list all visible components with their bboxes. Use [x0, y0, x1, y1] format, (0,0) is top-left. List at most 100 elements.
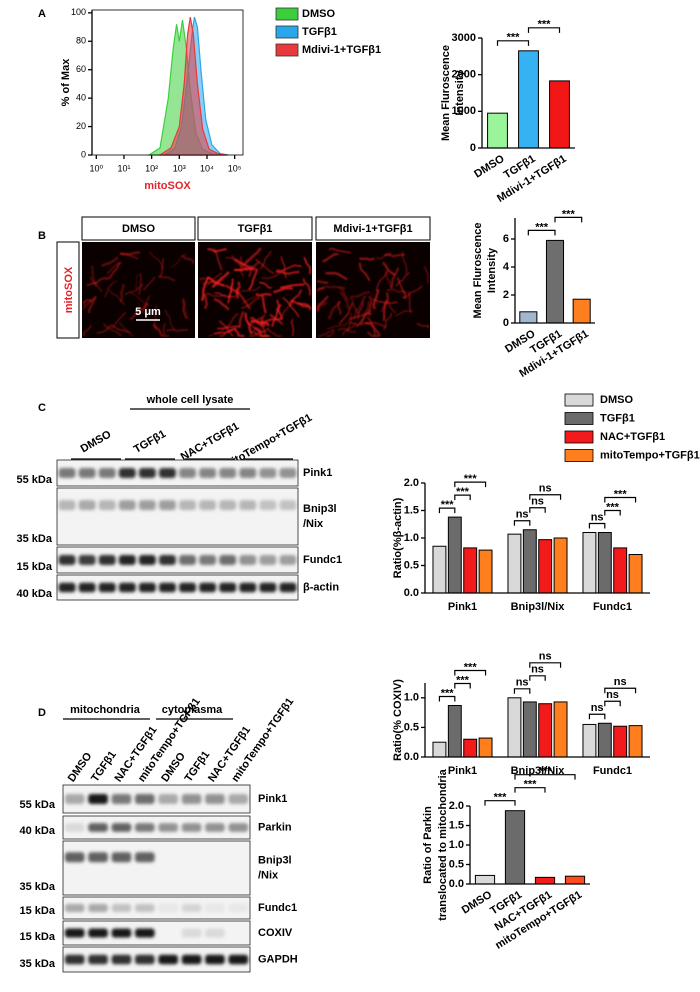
bar	[463, 547, 478, 594]
significance-label: ns	[539, 651, 552, 663]
bar	[518, 50, 539, 149]
y-tick-label: 3000	[452, 32, 476, 44]
blot-band	[88, 794, 108, 804]
blot-band	[111, 794, 132, 804]
cell-stroke	[373, 298, 398, 304]
cell-stroke	[317, 301, 328, 312]
y-axis-title: Ratio(%β-actin)	[392, 497, 404, 578]
cell-stroke	[261, 295, 267, 314]
cell-stroke	[303, 257, 311, 275]
scale-bar-label: 5 μm	[135, 306, 161, 318]
cell-stroke	[249, 327, 269, 337]
blot-band	[78, 582, 96, 593]
cell-stroke	[137, 272, 142, 296]
legend-swatch	[275, 7, 299, 21]
image-header	[197, 216, 313, 241]
significance-bracket	[438, 695, 456, 702]
blot-band	[179, 582, 196, 593]
cell-stroke	[348, 312, 372, 321]
blot-band	[239, 582, 257, 593]
significance-label: ***	[507, 32, 521, 44]
cell-stroke	[266, 328, 282, 337]
bar	[432, 741, 447, 758]
blot-strip	[62, 896, 251, 920]
size-marker: 15 kDa	[20, 931, 56, 943]
y-axis-title: Ratio(% COXIV)	[392, 679, 404, 761]
blot-band	[181, 954, 202, 965]
size-marker: 55 kDa	[20, 799, 56, 811]
blot-band	[228, 954, 249, 965]
blot-band	[181, 823, 202, 832]
y-tick-label: 1.0	[404, 692, 419, 704]
significance-label: ***	[614, 488, 628, 500]
cell-stroke	[105, 261, 121, 281]
lane-label: TGFβ1	[132, 428, 168, 456]
blot-bands	[58, 555, 297, 565]
significance-label: ns	[516, 509, 529, 521]
significance-bracket	[496, 40, 530, 46]
cell-stroke	[401, 251, 408, 275]
x-tick-label: Pink1	[448, 765, 477, 777]
cell-stroke	[227, 278, 234, 304]
significance-label: ***	[494, 792, 508, 804]
cell-stroke	[213, 297, 230, 311]
cell-stroke	[357, 295, 366, 320]
blot-bands	[64, 794, 249, 804]
bar	[447, 704, 462, 758]
bar	[534, 876, 556, 885]
blot-strip	[62, 815, 251, 840]
cell-stroke	[241, 286, 261, 292]
image-header-label: Mdivi-1+TGFβ1	[333, 223, 412, 235]
blot-bands	[58, 500, 297, 511]
cell-stroke	[385, 292, 396, 314]
blot-bands	[64, 903, 249, 913]
blot-band	[199, 500, 217, 511]
bar	[597, 532, 612, 594]
cell-stroke	[383, 312, 392, 330]
blot-band	[159, 582, 176, 593]
cell-stroke	[82, 299, 93, 305]
blot-band	[158, 954, 179, 965]
image-header-label: DMSO	[122, 223, 155, 235]
cell-stroke	[327, 300, 341, 320]
cell-stroke	[202, 279, 224, 285]
blot-band	[259, 500, 277, 511]
cell-stroke	[375, 270, 388, 292]
y-tick-label: 2.0	[404, 477, 419, 489]
cell-stroke	[261, 272, 281, 280]
cell-stroke	[339, 291, 350, 310]
image-header	[315, 216, 431, 241]
blot-band	[134, 794, 155, 804]
bar	[628, 554, 643, 594]
protein-label: Pink1	[258, 793, 287, 805]
significance-bracket	[484, 800, 516, 806]
cell-stroke	[324, 284, 346, 290]
blot-band	[158, 794, 179, 804]
significance-bracket	[454, 669, 487, 676]
cell-stroke	[238, 311, 245, 329]
bar	[522, 529, 537, 594]
cell-stroke	[326, 330, 336, 337]
blot-band	[118, 500, 136, 511]
protein-label: Bnip3l	[258, 854, 292, 866]
y-tick-label: 0.5	[449, 858, 464, 870]
cell-stroke	[239, 261, 259, 271]
blot-strip	[56, 487, 299, 546]
blot-band	[138, 500, 156, 511]
cell-stroke	[327, 321, 349, 330]
bar	[463, 738, 478, 758]
significance-label: ns	[591, 511, 604, 523]
significance-label: ***	[538, 19, 552, 31]
significance-label: ***	[441, 687, 455, 699]
significance-label: ns	[606, 689, 619, 701]
y-tick-label: 100	[71, 7, 86, 17]
y-tick-label: 1.5	[449, 819, 464, 831]
cell-stroke	[118, 321, 134, 337]
blot-strip	[62, 840, 251, 896]
bar	[613, 547, 628, 594]
cell-stroke	[128, 291, 149, 308]
cell-stroke	[416, 322, 429, 329]
cell-stroke	[182, 298, 188, 320]
y-tick-label: 0.5	[404, 721, 419, 733]
